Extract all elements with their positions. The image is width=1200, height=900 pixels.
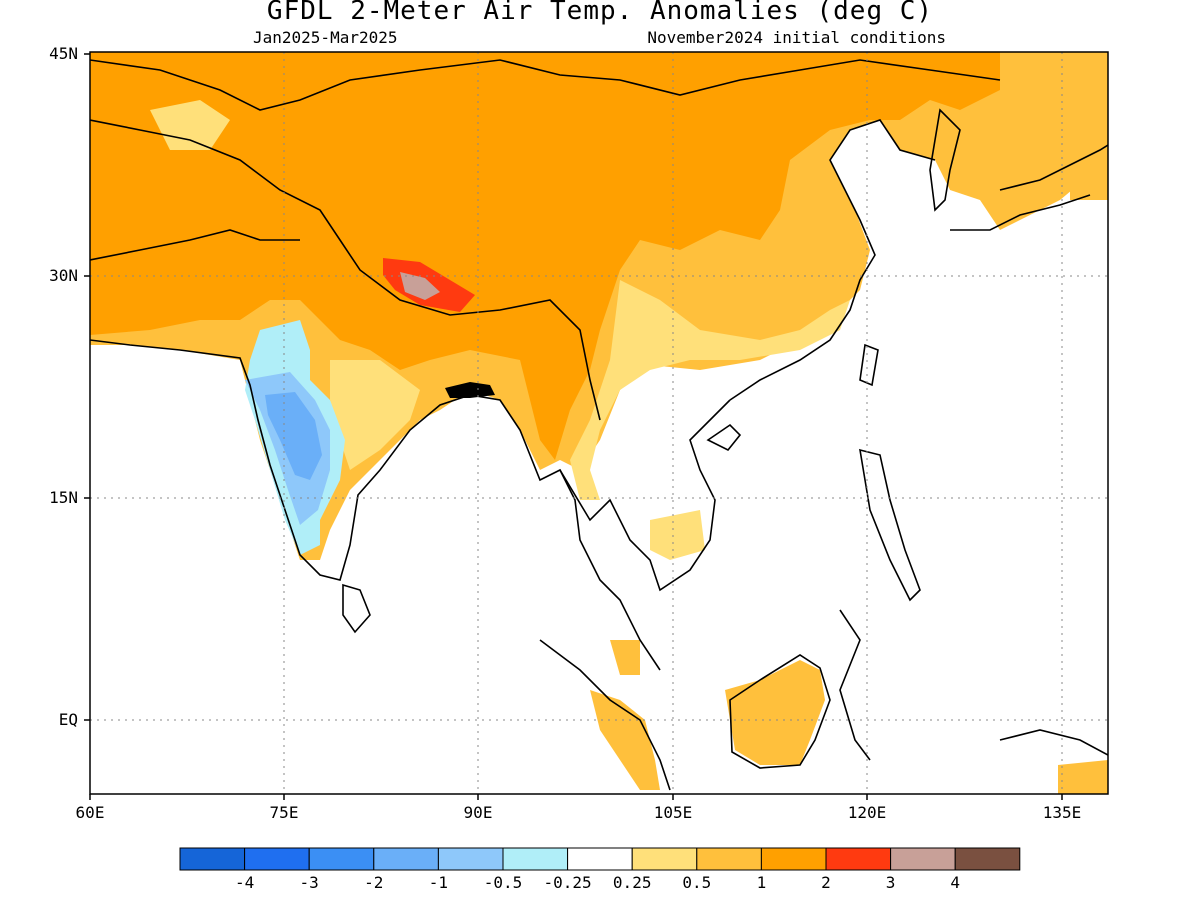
lon-label-90e: 90E: [463, 803, 493, 822]
colorbar-tick-label: -0.25: [543, 873, 592, 892]
colorbar-swatch: [437, 847, 504, 871]
anomaly-region-very-hot: [400, 272, 440, 300]
lon-label-120e: 120E: [847, 803, 887, 822]
lat-label-45n: 45N: [49, 44, 78, 63]
colorbar-swatch: [760, 847, 827, 871]
lon-label-75e: 75E: [269, 803, 299, 822]
map-field: [90, 52, 1108, 794]
lat-label-15n: 15N: [49, 488, 78, 507]
colorbar-swatch: [308, 847, 375, 871]
colorbar-swatch: [954, 847, 1021, 871]
plot-frame: [89, 51, 1109, 795]
lon-label-135e: 135E: [1042, 803, 1082, 822]
colorbar-swatch: [244, 847, 310, 871]
colorbar-swatch: [179, 847, 246, 871]
anomaly-region-warm-light-1: [570, 280, 850, 500]
colorbar-tick-label: -4: [234, 873, 255, 892]
colorbar-tick-label: -0.5: [483, 873, 523, 892]
lat-label-eq: EQ: [58, 710, 78, 729]
colorbar-tick-label: 3: [885, 873, 896, 892]
colorbar-tick-label: 1: [756, 873, 767, 892]
forecast-period: Jan2025-Mar2025: [253, 28, 398, 47]
colorbar-swatch: [373, 847, 439, 871]
colorbar-tick-label: 0.25: [612, 873, 652, 892]
colorbar-swatch: [890, 847, 956, 871]
colorbar: [179, 847, 1021, 871]
colorbar-swatch: [502, 847, 569, 871]
colorbar-tick-label: 2: [821, 873, 831, 892]
colorbar-tick-label: -2: [364, 873, 384, 892]
colorbar-swatch: [825, 847, 892, 871]
anomaly-region-cambodia: [650, 510, 705, 560]
lon-label-105e: 105E: [653, 803, 693, 822]
initial-conditions: November2024 initial conditions: [647, 28, 946, 47]
anomaly-region-warm-light-3: [150, 100, 230, 150]
anomaly-region-japan: [1070, 160, 1108, 200]
gridlines: [90, 52, 1108, 794]
colorbar-swatch: [696, 847, 762, 871]
coastlines: [90, 59, 1108, 791]
colorbar-tick-label: -3: [299, 873, 319, 892]
anomaly-region-cool-strong: [265, 392, 322, 480]
tick-marks: [84, 53, 1063, 800]
colorbar-tick-label: 0.5: [682, 873, 712, 892]
colorbar-tick-label: -1: [428, 873, 449, 892]
colorbar-swatch: [631, 847, 698, 871]
anomaly-region-newguinea: [1058, 760, 1108, 794]
anomaly-region-malaya: [610, 640, 640, 675]
colorbar-swatch: [567, 847, 633, 871]
lon-label-60e: 60E: [75, 803, 105, 822]
anomaly-region-sumatra: [590, 690, 660, 790]
map-title: GFDL 2-Meter Air Temp. Anomalies (deg C): [266, 0, 934, 26]
anomaly-region-warm-strong: [90, 52, 1000, 460]
colorbar-tick-label: 4: [950, 873, 960, 892]
anomaly-region-warm-light-2: [330, 360, 420, 470]
lat-label-30n: 30N: [49, 266, 78, 285]
ganges-delta: [445, 382, 495, 398]
